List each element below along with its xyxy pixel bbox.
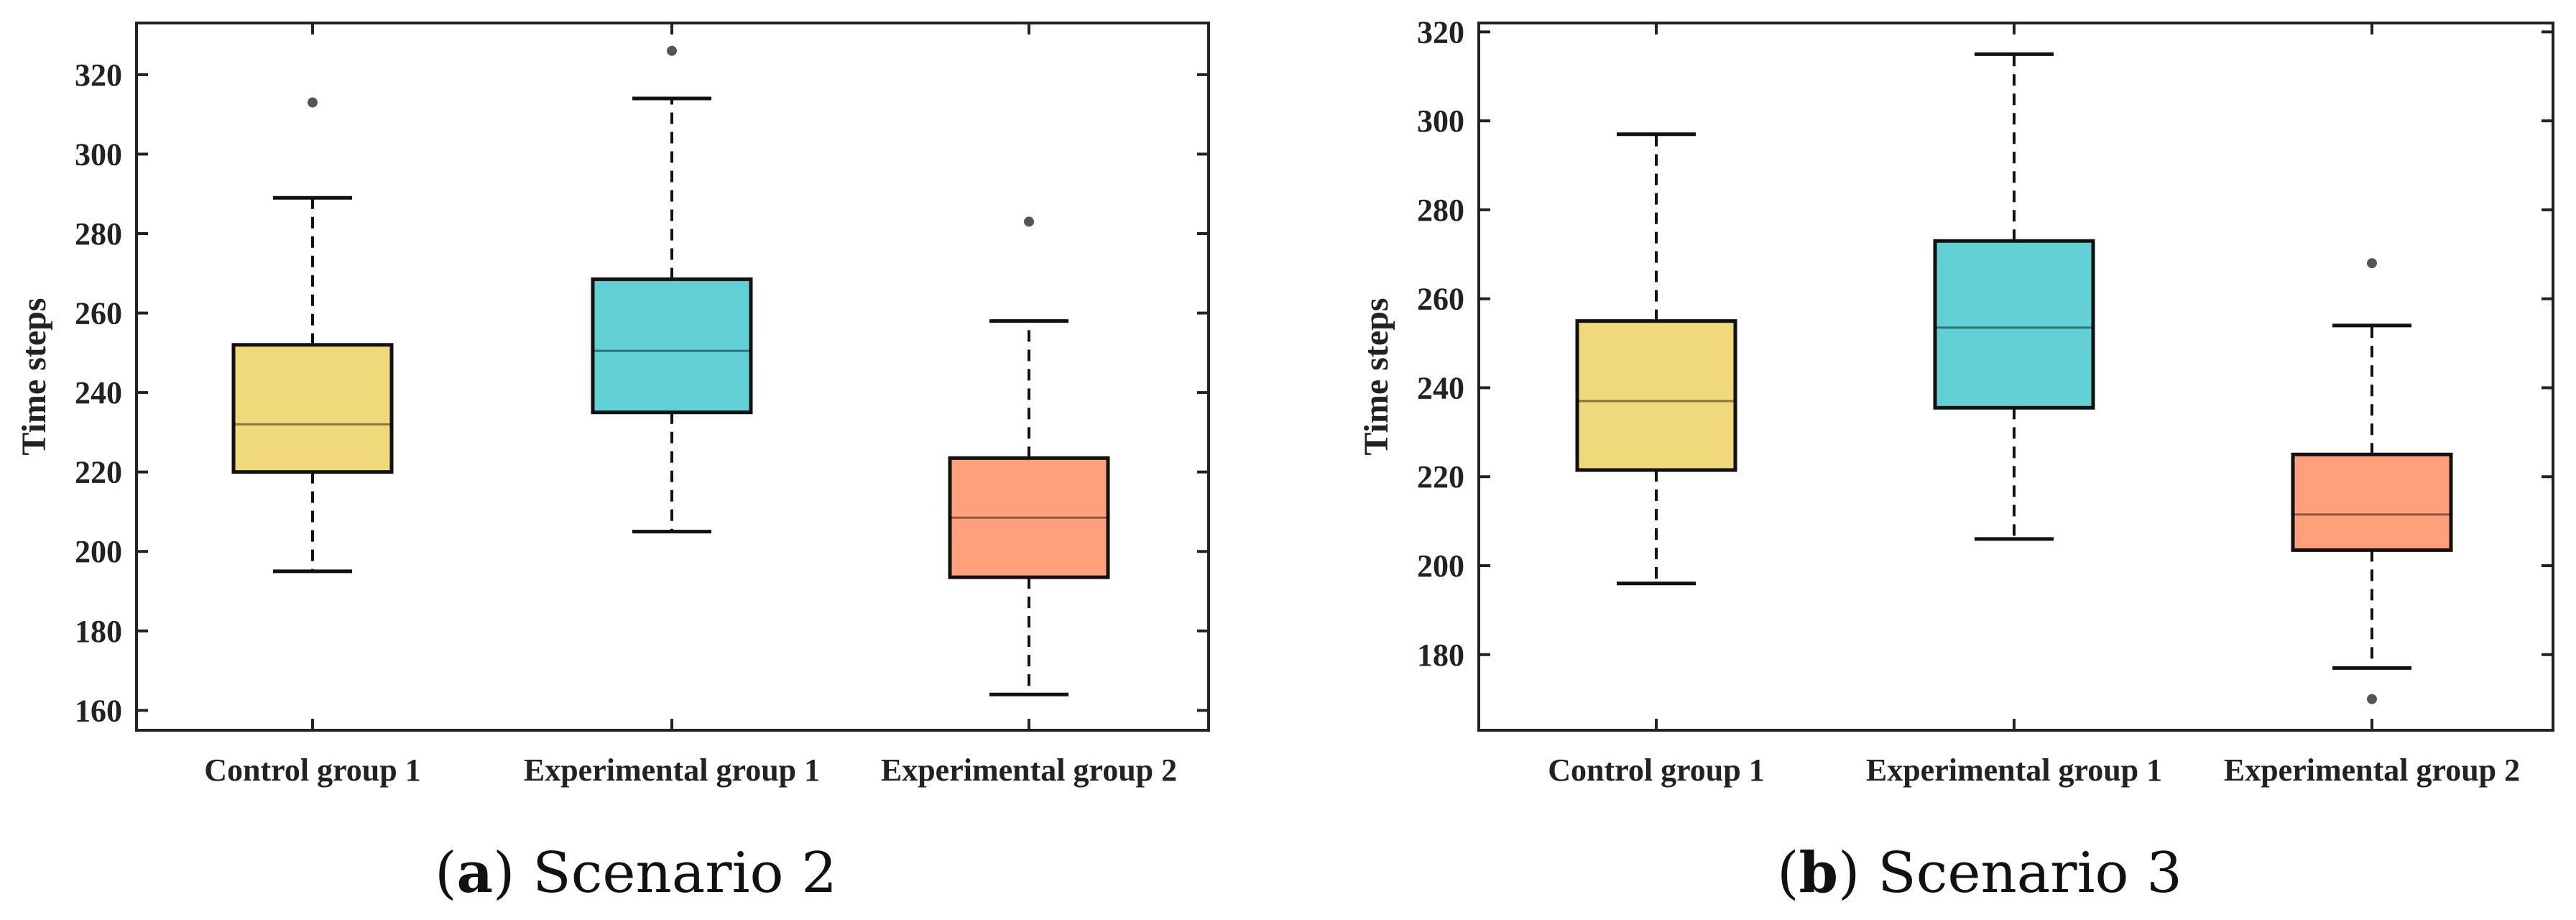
outlier-point (308, 97, 318, 108)
caption-b: (b) Scenario 3 (1777, 840, 2182, 906)
x-category-label: Experimental group 1 (1866, 753, 2162, 788)
outlier-point (2367, 694, 2377, 704)
y-tick-label: 260 (75, 296, 122, 331)
y-tick-label: 200 (75, 534, 122, 569)
y-tick-label: 240 (75, 375, 122, 410)
caption-a-label: a (456, 840, 494, 906)
x-category-label: Experimental group 1 (524, 753, 820, 788)
x-category-label: Control group 1 (204, 753, 421, 788)
y-axis-label: Time steps (1357, 298, 1395, 455)
box-2 (591, 45, 753, 534)
caption-a: (a) Scenario 2 (435, 840, 837, 906)
y-tick-label: 220 (75, 455, 122, 490)
y-tick-label: 280 (1417, 193, 1464, 228)
y-tick-label: 300 (75, 137, 122, 172)
x-category-label: Experimental group 2 (881, 753, 1177, 788)
box-body (1575, 319, 1737, 472)
y-tick-label: 220 (1417, 459, 1464, 494)
y-axis-label: Time steps (15, 298, 53, 455)
y-tick-label: 240 (1417, 370, 1464, 405)
outlier-point (1024, 216, 1034, 227)
chart-panel-2: 180 200 220 240 260 280 300 320 Time steps Contro… (1357, 14, 2554, 788)
box-3 (2291, 258, 2453, 704)
box-body (948, 456, 1110, 579)
y-tick-label: 260 (1417, 282, 1464, 317)
box-body (231, 343, 394, 474)
box-1 (1575, 132, 1737, 586)
box-1 (231, 97, 394, 574)
x-category-label: Control group 1 (1548, 753, 1765, 788)
caption-a-text: Scenario 2 (532, 841, 837, 906)
y-tick-label: 180 (1417, 638, 1464, 673)
box-2 (1933, 52, 2095, 541)
y-tick-label: 160 (75, 693, 122, 728)
caption-b-label: b (1799, 840, 1839, 906)
y-tick-label: 320 (1417, 14, 1464, 50)
box-body (2291, 452, 2453, 552)
chart-panel-1: 160 180 200 220 240 260 280 300 320 Time steps Con… (15, 22, 1210, 788)
outlier-point (667, 45, 677, 56)
caption-b-text: Scenario 3 (1878, 841, 2182, 906)
y-tick-label: 320 (75, 58, 122, 93)
box-body (591, 277, 753, 415)
outlier-point (2367, 258, 2377, 269)
y-tick-label: 300 (1417, 104, 1464, 139)
y-tick-label: 280 (75, 216, 122, 252)
box-body (1933, 239, 2095, 410)
y-tick-label: 180 (75, 614, 122, 649)
box-3 (948, 216, 1110, 696)
plot-frame (1477, 22, 2554, 732)
x-category-label: Experimental group 2 (2224, 753, 2520, 788)
y-tick-label: 200 (1417, 548, 1464, 584)
